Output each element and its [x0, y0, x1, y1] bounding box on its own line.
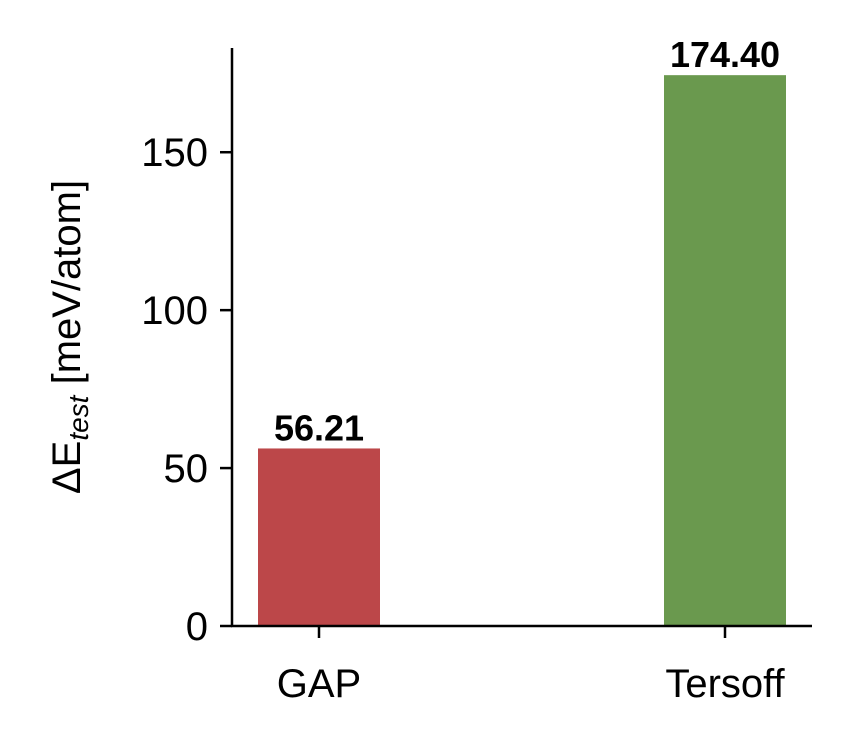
y-axis-title: ΔEtest [meV/atom] [45, 180, 94, 494]
y-tick-label: 0 [186, 605, 208, 649]
x-ticks-group: GAP Tersoff [277, 626, 786, 706]
y-axis-title-main: ΔE [45, 441, 89, 494]
y-axis-title-unit: [meV/atom] [45, 180, 89, 396]
x-tick-label-gap: GAP [277, 662, 361, 706]
bar-gap [258, 448, 380, 626]
y-axis-title-subscript: test [63, 394, 94, 440]
y-tick-label: 50 [164, 447, 209, 491]
bar-tersoff [664, 75, 786, 626]
y-tick-label: 100 [141, 289, 208, 333]
y-ticks-group: 0 50 100 150 [141, 131, 232, 649]
data-labels-group: 56.21 174.40 [274, 34, 780, 448]
data-label-gap: 56.21 [274, 407, 364, 448]
data-label-tersoff: 174.40 [670, 34, 780, 75]
x-tick-label-tersoff: Tersoff [665, 662, 785, 706]
bars-group [258, 75, 786, 626]
y-tick-label: 150 [141, 131, 208, 175]
